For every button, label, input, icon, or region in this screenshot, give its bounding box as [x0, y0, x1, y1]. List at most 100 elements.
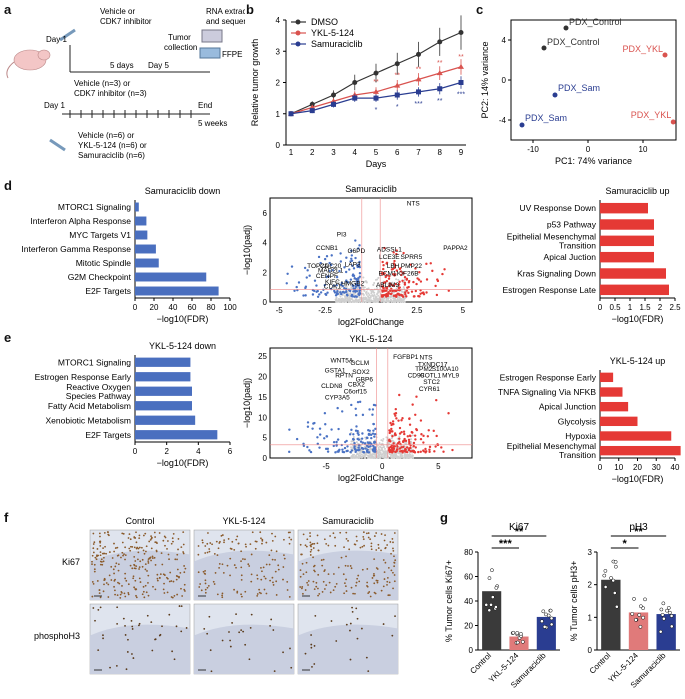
ihc-stain-dot [377, 547, 380, 549]
ihc-stain-dot [263, 588, 266, 591]
g-dot [515, 631, 520, 635]
ihc-stain-dot [363, 544, 365, 547]
volcano-xlabel: log2FoldChange [338, 317, 404, 327]
ihc-stain-dot [150, 547, 153, 550]
ihc-stain-dot [213, 552, 216, 555]
ihc-stain-dot [93, 570, 96, 573]
ihc-stain-dot [165, 576, 168, 579]
bar-xtick: 2 [658, 303, 663, 312]
ihc-stain-dot [384, 561, 387, 564]
panel-label-c: c [476, 2, 484, 17]
ihc-stain-dot [97, 608, 100, 611]
panel-a-schematic: Day 1 Vehicle or CDK7 inhibitor 5 days D… [6, 7, 245, 160]
volcano-point-down [337, 427, 340, 431]
g-dot [541, 609, 546, 614]
volcano-gene-label: PI3 [337, 232, 347, 239]
ihc-stain-dot [124, 558, 126, 561]
volcano-point-down [297, 281, 301, 284]
volcano-point-up [424, 451, 427, 454]
bar-category-label: Mitotic Spindle [76, 258, 132, 268]
volcano-xlabel: log2FoldChange [338, 473, 404, 483]
ihc-stain-dot [358, 580, 361, 583]
ihc-stain-dot [245, 545, 247, 548]
ihc-stain-dot [344, 585, 347, 588]
c-point [563, 25, 569, 31]
bar [600, 284, 669, 296]
g-dot [511, 630, 516, 635]
volcano-point [384, 450, 387, 453]
volcano-point-up [400, 273, 403, 277]
ihc-stain-dot [305, 545, 308, 548]
ihc-stain-dot [209, 649, 212, 652]
f-col-label: Samuraciclib [322, 516, 374, 526]
b-point [458, 63, 464, 69]
volcano-point-down [352, 290, 355, 293]
volcano-point [403, 456, 406, 459]
volcano-point-down [358, 293, 361, 297]
ihc-stain-dot [102, 547, 104, 550]
ihc-stain-dot [151, 555, 154, 558]
ihc-stain-dot [107, 533, 110, 536]
volcano-point-down [356, 400, 360, 404]
bar [135, 430, 218, 440]
ihc-stain-dot [138, 622, 141, 625]
ihc-stain-dot [391, 634, 394, 637]
volcano-point-up [409, 434, 412, 438]
ihc-stain-dot [332, 573, 335, 575]
volcano-point-down [374, 427, 377, 431]
ihc-stain-dot [272, 584, 275, 586]
bar [600, 202, 648, 214]
ihc-stain-dot [382, 559, 385, 561]
b-ytick: 1 [276, 110, 281, 119]
ihc-stain-dot [197, 545, 200, 547]
ihc-stain-dot [353, 543, 356, 546]
volcano-point [359, 450, 362, 453]
volcano-point-up [382, 267, 385, 271]
volcano-point-up [395, 249, 398, 252]
bar-category-label: Interferon Alpha Response [30, 216, 131, 226]
volcano-gene-label: GCLM [350, 360, 369, 367]
volcano-point-up [402, 272, 405, 275]
ihc-stain-dot [124, 624, 126, 627]
ihc-stain-dot [218, 566, 221, 569]
volcano-point-down [346, 281, 350, 284]
volcano-point [370, 292, 373, 295]
ihc-stain-dot [159, 633, 162, 636]
volcano-point-up [415, 427, 418, 431]
volcano-point [376, 300, 379, 303]
ihc-stain-dot [156, 542, 158, 545]
a-group-2: YKL-5-124 (n=6) or [78, 141, 147, 150]
volcano-gene-label: STC2 [423, 379, 440, 386]
a-rna-2: and sequencing [206, 17, 245, 26]
ihc-stain-dot [348, 548, 351, 551]
volcano-point-up [398, 426, 402, 430]
volcano-point [381, 456, 384, 459]
volcano-point-down [319, 291, 323, 294]
volcano-point-down [346, 445, 349, 448]
volcano-point-down [357, 433, 360, 436]
ihc-stain-dot [244, 590, 247, 593]
volcano-point-down [357, 446, 360, 449]
a-treat-top-1: Vehicle or [100, 7, 135, 16]
volcano-point [378, 456, 381, 459]
volcano-point-up [392, 442, 395, 445]
volcano-point [335, 299, 338, 302]
volcano-point-up [400, 446, 403, 449]
volcano-frame [269, 197, 473, 303]
ihc-stain-dot [258, 588, 261, 591]
ihc-stain-dot [216, 593, 219, 596]
ihc-stain-dot [100, 558, 103, 561]
volcano-point [402, 286, 405, 289]
volcano-point-down [341, 410, 344, 413]
ihc-stain-dot [127, 591, 130, 594]
ihc-stain-dot [156, 573, 159, 576]
ihc-stain-dot [113, 572, 115, 575]
c-point-label: PDX_Sam [558, 83, 600, 93]
b-point [458, 30, 464, 35]
ihc-stain-dot [233, 564, 236, 566]
volcano-point-up [408, 423, 412, 426]
ihc-stain-dot [138, 568, 140, 570]
ihc-stain-dot [388, 594, 391, 597]
ihc-stain-dot [382, 623, 385, 625]
volcano-point [389, 298, 392, 301]
